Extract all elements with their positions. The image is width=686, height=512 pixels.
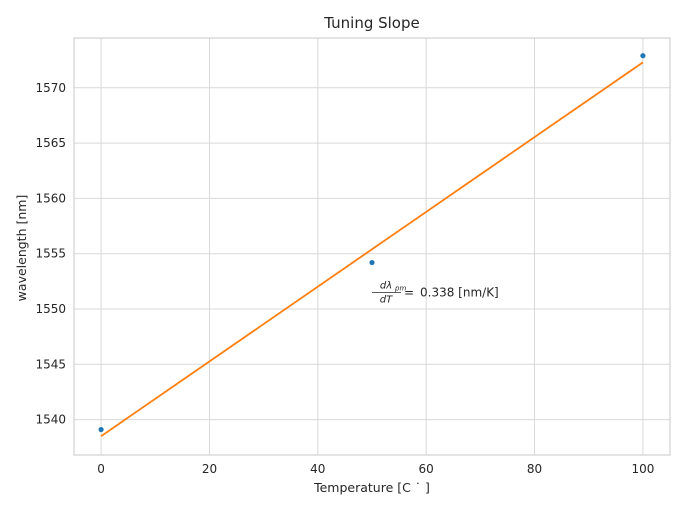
x-tick-label: 80 xyxy=(527,462,542,476)
x-tick-label: 60 xyxy=(419,462,434,476)
y-tick-labels: 1540 1545 1550 1555 1560 1565 1570 xyxy=(35,81,66,427)
y-tick-label: 1565 xyxy=(35,136,66,150)
y-tick-label: 1570 xyxy=(35,81,66,95)
y-axis-label: wavelength [nm] xyxy=(14,195,29,302)
slope-value: 0.338 [nm/K] xyxy=(420,285,499,299)
fit-line xyxy=(100,61,644,437)
slope-denominator: dT xyxy=(380,294,393,305)
x-tick-label: 20 xyxy=(202,462,217,476)
x-tick-label: 100 xyxy=(631,462,654,476)
data-point xyxy=(369,259,375,266)
data-point xyxy=(98,426,104,433)
chart-title: Tuning Slope xyxy=(323,14,419,32)
y-tick-label: 1545 xyxy=(35,357,66,371)
x-tick-labels: 0 20 40 60 80 100 xyxy=(97,462,654,476)
slope-numerator: dλ xyxy=(380,280,392,291)
data-point xyxy=(640,53,646,59)
y-tick-label: 1555 xyxy=(35,247,66,261)
grid-lines xyxy=(74,38,670,455)
y-tick-label: 1550 xyxy=(35,302,66,316)
slope-equals: = xyxy=(404,285,414,299)
slope-numerator-subscript: pm xyxy=(394,284,406,292)
x-tick-label: 40 xyxy=(310,462,325,476)
x-axis-label: Temperature [C ˙ ] xyxy=(313,480,430,495)
y-tick-label: 1560 xyxy=(35,191,66,205)
x-tick-label: 0 xyxy=(97,462,105,476)
y-tick-label: 1540 xyxy=(35,413,66,427)
data-series xyxy=(98,53,646,437)
plot-frame xyxy=(73,37,671,456)
